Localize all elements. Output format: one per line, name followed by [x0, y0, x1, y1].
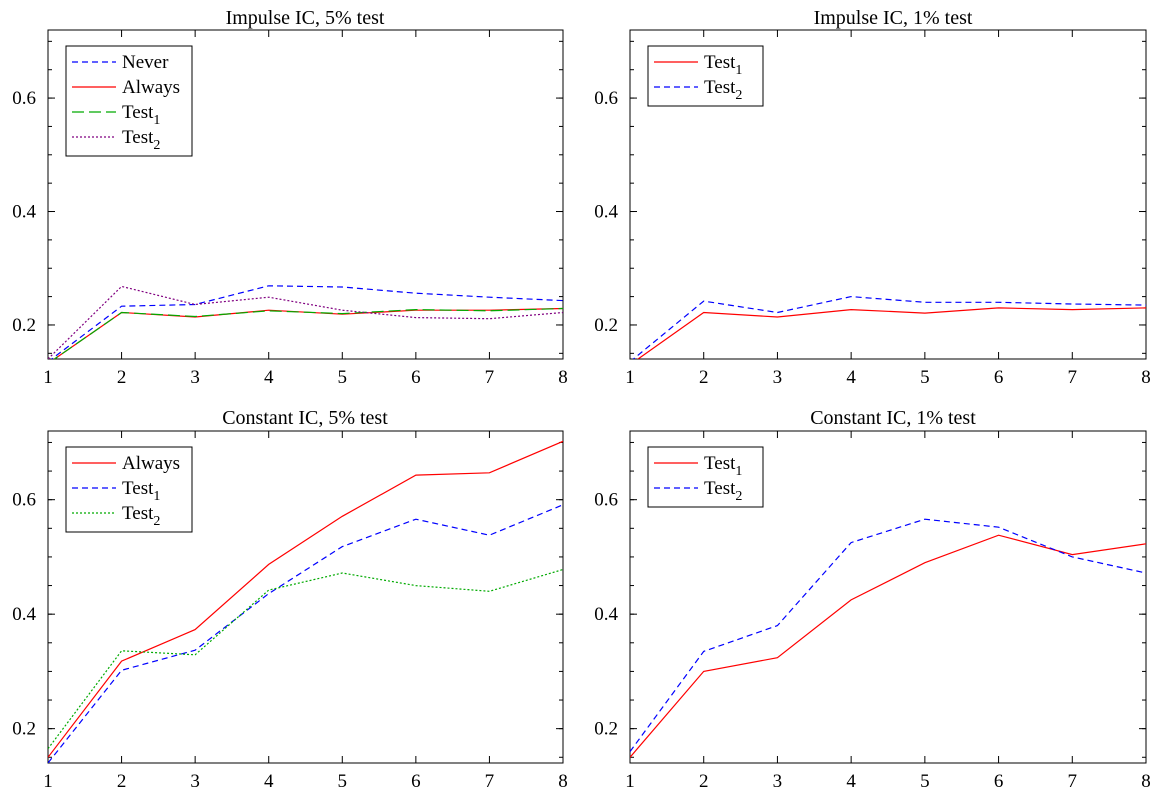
x-tick-label: 8: [558, 367, 568, 388]
chart-title: Constant IC, 1% test: [810, 407, 976, 429]
y-tick-label: 0.2: [594, 719, 618, 740]
x-tick-label: 7: [1068, 367, 1078, 388]
panel-impulse-5pct: Impulse IC, 5% test 1 2 3 4 5 6 7 8 0.2 0.4 0.6 Nev…: [12, 7, 568, 388]
x-tick-label: 6: [994, 771, 1004, 791]
axes-frame: [47, 430, 564, 764]
x-tick-label: 7: [485, 367, 495, 388]
x-tick-label: 3: [773, 367, 783, 388]
chart-title: Constant IC, 5% test: [222, 407, 388, 429]
legend-label: Never: [122, 52, 169, 73]
series-line: [630, 534, 1146, 758]
axes-frame: [47, 29, 564, 360]
x-tick-label: 8: [1141, 367, 1151, 388]
x-tick-label: 2: [699, 771, 709, 791]
y-tick-label: 0.4: [12, 604, 36, 625]
x-tick-label: 2: [117, 771, 127, 791]
x-tick-label: 6: [994, 367, 1004, 388]
x-tick-label: 5: [338, 771, 348, 791]
x-tick-label: 3: [190, 771, 200, 791]
series-line: [630, 518, 1146, 752]
panel-constant-5pct: Constant IC, 5% test 1 2 3 4 5 6 7 8 0.2 0.4 0.6 Al…: [12, 407, 568, 791]
x-tick-label: 2: [699, 367, 709, 388]
x-tick-label: 6: [411, 367, 421, 388]
y-tick-label: 0.4: [594, 604, 618, 625]
panel-impulse-1pct: Impulse IC, 1% test 1 2 3 4 5 6 7 8 0.2 0.4 0.6 Tes…: [594, 7, 1151, 388]
legend-label-subscript: 1: [735, 464, 742, 479]
y-tick-label: 0.2: [12, 719, 36, 740]
x-tick-label: 1: [625, 771, 635, 791]
x-tick-label: 2: [117, 367, 127, 388]
x-tick-label: 4: [846, 367, 856, 388]
x-tick-label: 1: [625, 367, 635, 388]
series-line: [48, 440, 563, 758]
x-tick-label: 7: [1068, 771, 1078, 791]
x-tick-label: 5: [920, 367, 930, 388]
y-tick-label: 0.4: [12, 202, 36, 223]
legend-label-subscript: 1: [735, 63, 742, 78]
legend-label-subscript: 2: [735, 489, 742, 504]
legend-label-subscript: 2: [735, 88, 742, 103]
legend-label-subscript: 2: [153, 514, 160, 529]
series-line: [48, 285, 563, 359]
series-line: [50, 285, 563, 359]
legend-box: [65, 45, 193, 157]
x-tick-label: 4: [264, 771, 274, 791]
axes-frame: [629, 430, 1147, 764]
x-tick-label: 4: [264, 367, 274, 388]
panel-constant-1pct: Constant IC, 1% test 1 2 3 4 5 6 7 8 0.2 0.4 0.6 Te…: [594, 407, 1151, 791]
chart-title: Impulse IC, 5% test: [226, 7, 385, 29]
legend-label: Always: [122, 453, 180, 474]
series-line: [53, 307, 563, 359]
series-line: [632, 295, 1146, 359]
y-tick-label: 0.4: [594, 202, 618, 223]
x-tick-label: 3: [773, 771, 783, 791]
axes-frame: [629, 29, 1147, 360]
chart-title: Impulse IC, 1% test: [814, 7, 973, 29]
x-tick-label: 8: [1141, 771, 1151, 791]
legend-box: [647, 45, 764, 107]
series-line: [53, 307, 563, 359]
legend-label: Always: [122, 77, 180, 98]
x-tick-label: 1: [43, 771, 53, 791]
y-tick-label: 0.6: [594, 88, 618, 109]
x-tick-label: 1: [43, 367, 53, 388]
y-tick-label: 0.6: [12, 88, 36, 109]
legend-label-subscript: 2: [153, 138, 160, 153]
legend-box: [65, 446, 193, 533]
x-tick-label: 7: [485, 771, 495, 791]
y-tick-label: 0.2: [12, 315, 36, 336]
x-tick-label: 5: [338, 367, 348, 388]
x-tick-label: 6: [411, 771, 421, 791]
series-line: [48, 568, 563, 750]
series-line: [637, 307, 1146, 359]
legend-label-subscript: 1: [153, 489, 160, 504]
x-tick-label: 8: [558, 771, 568, 791]
y-tick-label: 0.6: [594, 490, 618, 511]
x-tick-label: 3: [190, 367, 200, 388]
x-tick-label: 5: [920, 771, 930, 791]
legend-box: [647, 446, 764, 508]
legend-label-subscript: 1: [153, 113, 160, 128]
series-line: [48, 504, 563, 763]
x-tick-label: 4: [846, 771, 856, 791]
y-tick-label: 0.2: [594, 315, 618, 336]
y-tick-label: 0.6: [12, 490, 36, 511]
